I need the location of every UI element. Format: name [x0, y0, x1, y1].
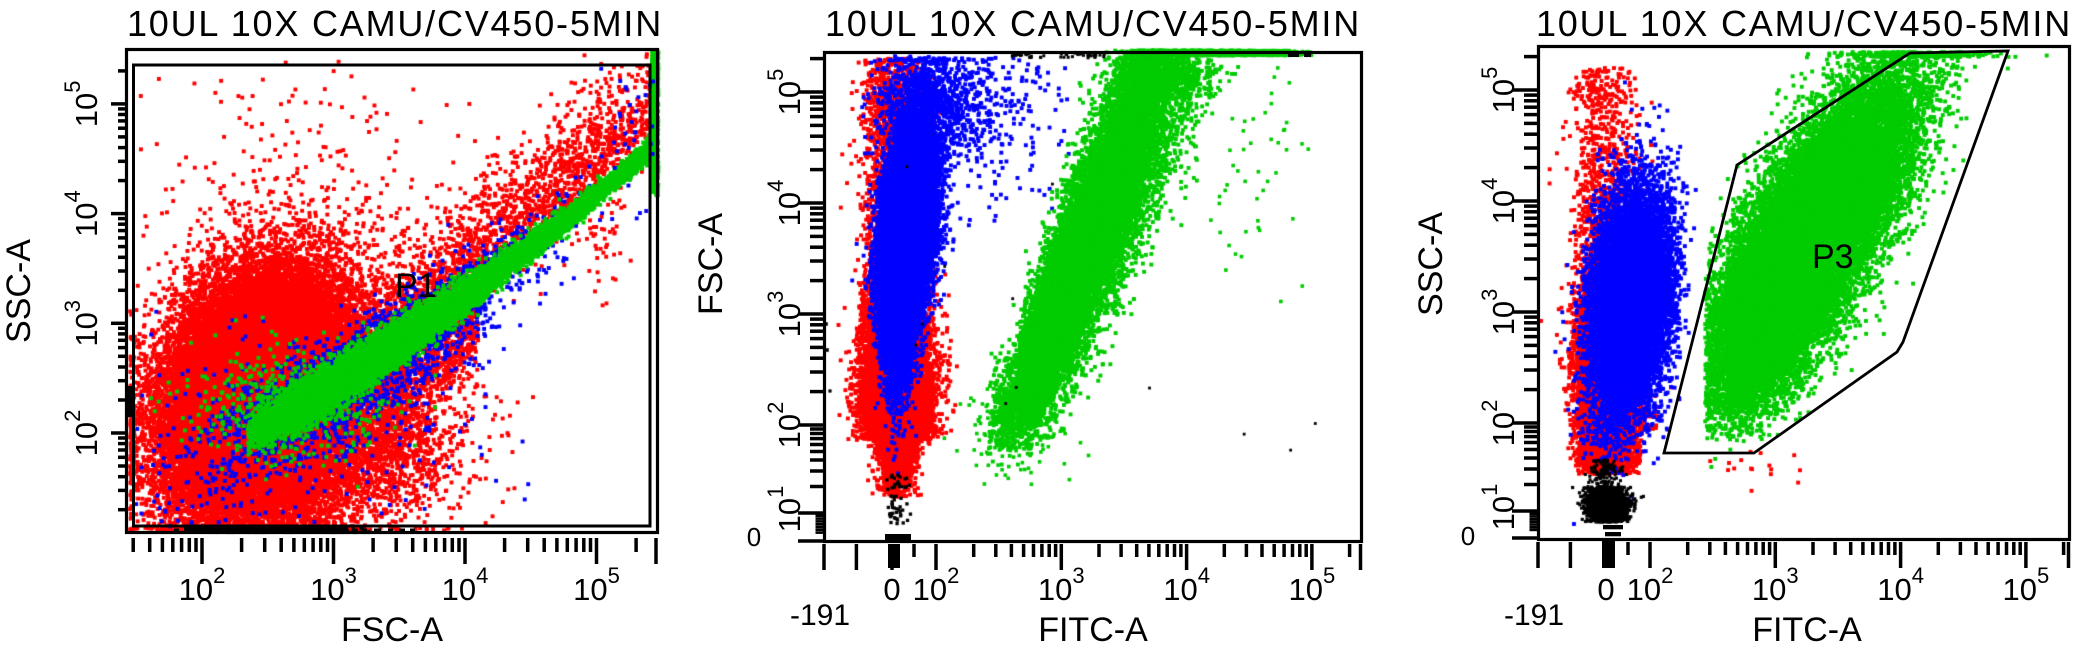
- svg-text:103: 103: [1477, 289, 1521, 336]
- svg-text:P3: P3: [1812, 238, 1854, 276]
- svg-text:102: 102: [1627, 563, 1674, 607]
- svg-text:105: 105: [573, 563, 620, 607]
- svg-text:101: 101: [763, 486, 807, 533]
- svg-text:104: 104: [1477, 178, 1521, 225]
- svg-text:102: 102: [1477, 400, 1521, 447]
- svg-text:105: 105: [60, 81, 104, 128]
- svg-text:105: 105: [763, 69, 807, 116]
- svg-text:104: 104: [763, 180, 807, 227]
- svg-text:10UL 10X CAMU/CV450-5MIN: 10UL 10X CAMU/CV450-5MIN: [1536, 3, 2072, 44]
- svg-text:SSC-A: SSC-A: [0, 239, 38, 343]
- svg-text:10UL 10X CAMU/CV450-5MIN: 10UL 10X CAMU/CV450-5MIN: [825, 3, 1361, 44]
- svg-text:-191: -191: [1504, 599, 1564, 632]
- svg-text:104: 104: [1877, 563, 1924, 607]
- svg-text:FITC-A: FITC-A: [1038, 611, 1148, 649]
- svg-text:FSC-A: FSC-A: [341, 611, 443, 649]
- svg-text:102: 102: [179, 563, 226, 607]
- svg-text:103: 103: [60, 300, 104, 347]
- svg-text:SSC-A: SSC-A: [1412, 212, 1450, 316]
- svg-text:103: 103: [1752, 563, 1799, 607]
- svg-text:101: 101: [1477, 484, 1521, 531]
- svg-text:0: 0: [1461, 521, 1475, 551]
- svg-text:-191: -191: [790, 599, 850, 632]
- svg-text:0: 0: [747, 522, 761, 552]
- svg-text:FSC-A: FSC-A: [692, 213, 730, 315]
- svg-text:102: 102: [60, 410, 104, 457]
- svg-text:103: 103: [763, 291, 807, 338]
- svg-text:105: 105: [1477, 67, 1521, 114]
- svg-text:P1: P1: [395, 267, 437, 305]
- svg-text:105: 105: [2003, 563, 2050, 607]
- svg-text:0: 0: [1597, 572, 1614, 607]
- svg-text:104: 104: [60, 190, 104, 237]
- svg-text:102: 102: [763, 402, 807, 449]
- svg-text:10UL 10X CAMU/CV450-5MIN: 10UL 10X CAMU/CV450-5MIN: [127, 3, 663, 44]
- svg-text:103: 103: [310, 563, 357, 607]
- svg-text:FITC-A: FITC-A: [1752, 611, 1862, 649]
- svg-text:104: 104: [442, 563, 489, 607]
- svg-text:0: 0: [883, 572, 900, 607]
